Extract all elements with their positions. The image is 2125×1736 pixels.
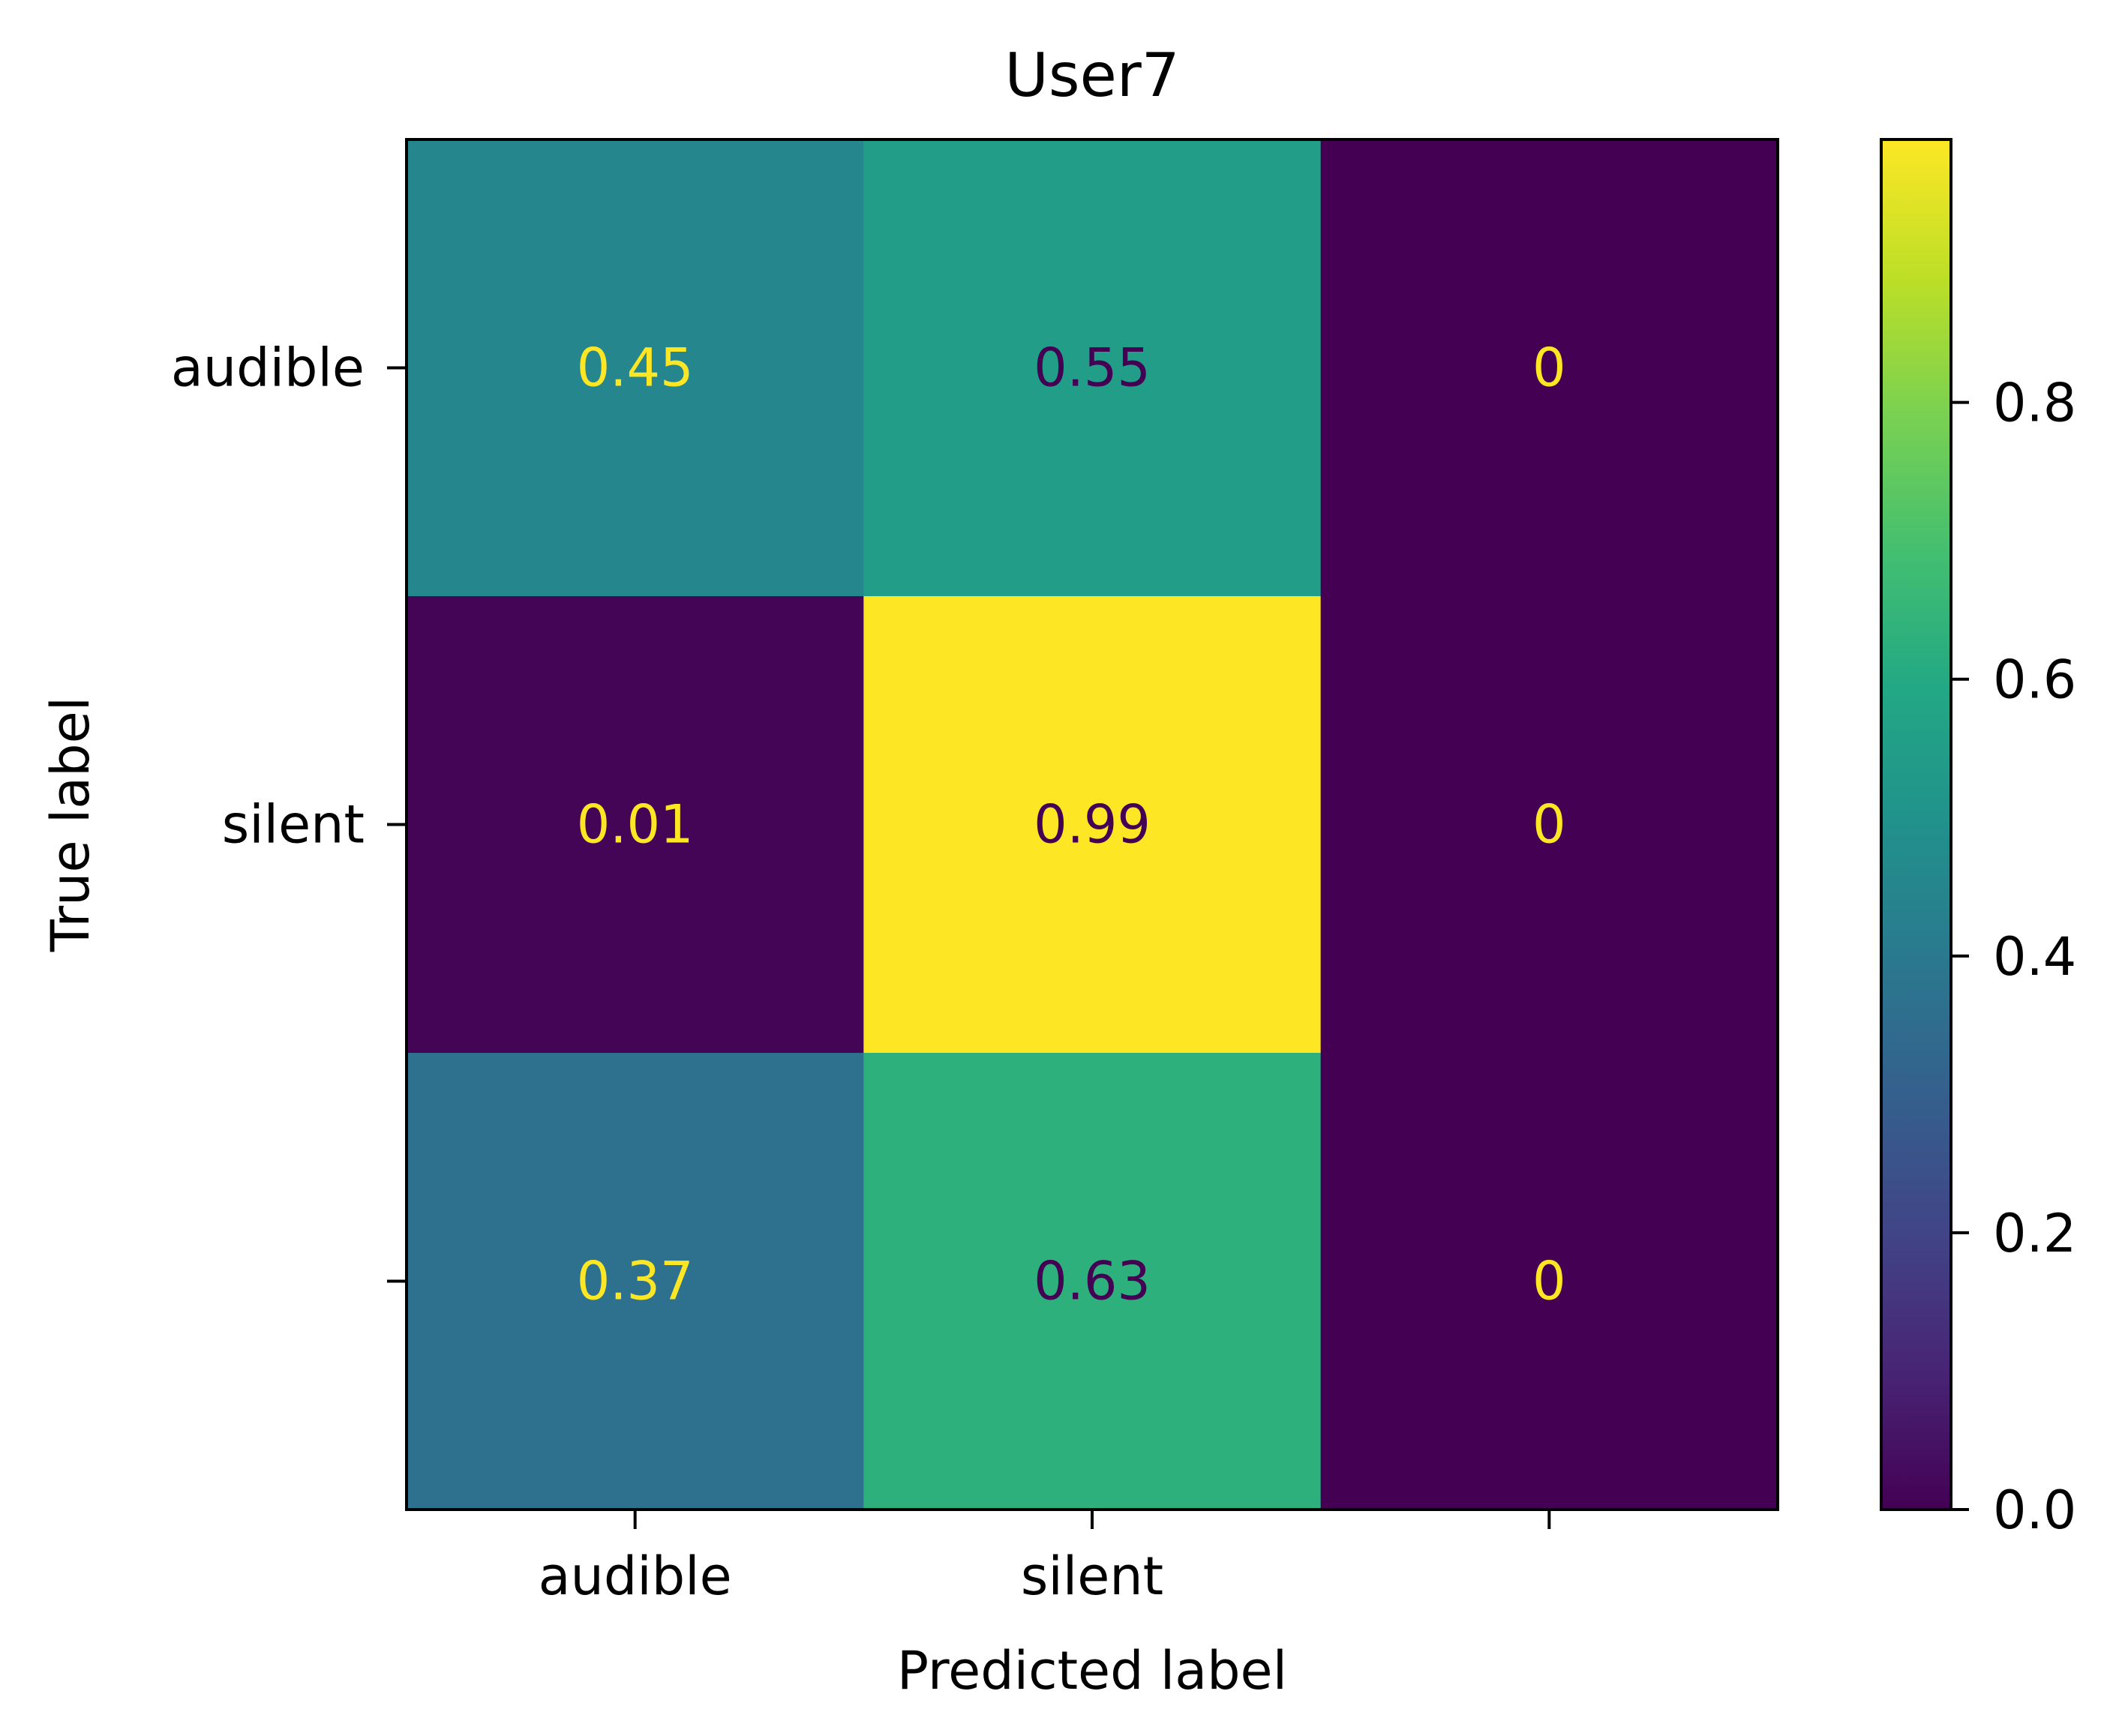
colorbar-tick-label: 0.2 bbox=[1993, 1203, 2076, 1264]
colorbar-tick-label: 0.6 bbox=[1993, 649, 2076, 711]
cell-value-label: 0.55 bbox=[1034, 337, 1151, 399]
matrix-cell-labels: 0.45 0.55 0 0.01 0.99 0 0.37 0.63 0 bbox=[577, 337, 1566, 1312]
x-tick-label: silent bbox=[1021, 1546, 1163, 1607]
y-tick-label: audible bbox=[171, 337, 365, 399]
cell-value-label: 0.01 bbox=[577, 794, 694, 856]
cell-value-label: 0.45 bbox=[577, 337, 694, 399]
colorbar-tick-label: 0.8 bbox=[1993, 373, 2076, 434]
matrix-cell bbox=[407, 1053, 864, 1510]
colorbar-tick-label: 0.4 bbox=[1993, 926, 2076, 988]
x-axis: audible silent bbox=[539, 1510, 1551, 1607]
colorbar bbox=[1880, 138, 1952, 1511]
y-axis-label: True label bbox=[40, 697, 101, 952]
matrix-cell bbox=[863, 139, 1322, 597]
matrix-cells bbox=[407, 139, 1778, 1510]
cell-value-label: 0.99 bbox=[1034, 794, 1151, 856]
matrix-cell bbox=[407, 139, 864, 597]
y-axis: audible silent bbox=[171, 337, 407, 1283]
cell-value-label: 0 bbox=[1532, 794, 1566, 856]
x-axis-label: Predicted label bbox=[897, 1640, 1287, 1702]
chart-title: User7 bbox=[1004, 40, 1179, 110]
y-tick-label: silent bbox=[222, 794, 365, 856]
matrix-cell bbox=[1320, 596, 1778, 1054]
cell-value-label: 0.63 bbox=[1034, 1251, 1151, 1312]
matrix-cell bbox=[863, 596, 1322, 1054]
matrix-cell bbox=[407, 596, 864, 1054]
cell-value-label: 0 bbox=[1532, 1251, 1566, 1312]
colorbar-ticks: 0.0 0.2 0.4 0.6 0.8 bbox=[1951, 373, 2076, 1541]
colorbar-tick-label: 0.0 bbox=[1993, 1480, 2076, 1541]
cell-value-label: 0 bbox=[1532, 337, 1566, 399]
matrix-cell bbox=[1320, 1053, 1778, 1510]
cell-value-label: 0.37 bbox=[577, 1251, 694, 1312]
x-tick-label: audible bbox=[539, 1546, 732, 1607]
matrix-cell bbox=[863, 1053, 1322, 1510]
matrix-cell bbox=[1320, 139, 1778, 597]
